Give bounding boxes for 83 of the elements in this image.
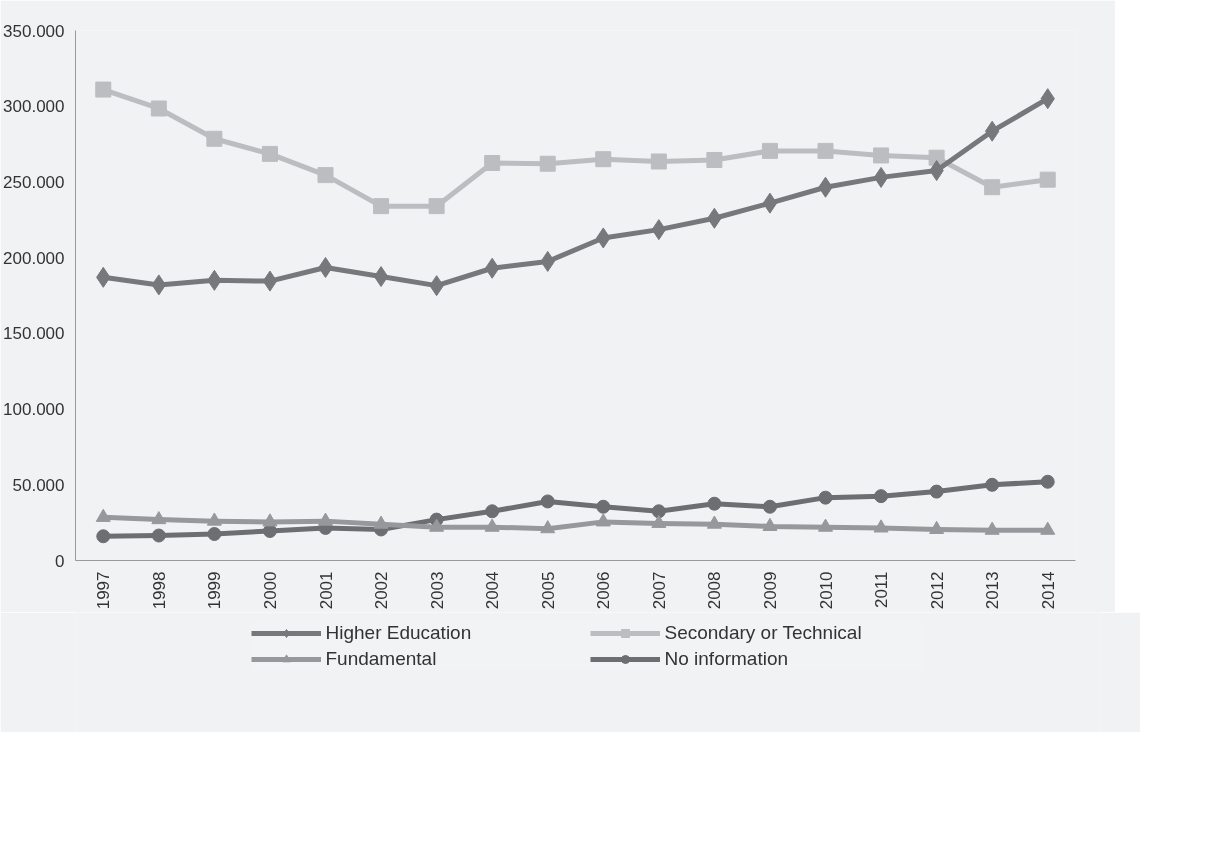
point	[706, 515, 722, 529]
point	[762, 499, 777, 514]
point	[373, 266, 389, 288]
point	[984, 521, 1000, 535]
point	[428, 198, 445, 215]
y-tick-label: 0	[55, 551, 65, 571]
point	[539, 155, 556, 172]
point	[206, 130, 223, 147]
point	[873, 166, 889, 188]
point	[96, 529, 111, 544]
y-tick-label: 100.000	[3, 400, 65, 420]
x-tick-label: 2012	[927, 571, 947, 610]
point	[873, 519, 889, 533]
point	[929, 520, 945, 534]
legend-label: Higher Education	[325, 622, 473, 644]
point	[1039, 171, 1056, 188]
point	[262, 270, 278, 292]
point	[650, 153, 667, 170]
point	[540, 494, 555, 509]
point	[317, 167, 334, 184]
point	[1040, 474, 1055, 489]
x-tick-label: 2008	[705, 571, 725, 610]
point	[373, 198, 390, 215]
x-tick-label: 2010	[816, 571, 836, 610]
legend-label: Secondary or Technical	[664, 622, 863, 644]
x-tick-label: 2004	[483, 571, 503, 610]
point	[318, 512, 333, 526]
point	[429, 518, 445, 532]
y-tick-label: 300.000	[3, 97, 65, 117]
x-tick-label: 1997	[94, 571, 114, 610]
point	[706, 151, 723, 168]
y-tick-label: 200.000	[3, 248, 65, 268]
y-tick-label: 150.000	[3, 324, 65, 344]
x-tick-label: 2001	[316, 571, 336, 610]
point	[985, 477, 1000, 492]
point	[485, 504, 500, 519]
point	[484, 155, 501, 171]
point	[596, 499, 611, 514]
point	[929, 484, 944, 499]
x-tick-label: 1999	[205, 571, 225, 610]
legend-label: No information	[664, 648, 790, 670]
x-tick-label: 2013	[983, 571, 1003, 610]
point	[95, 81, 112, 98]
point	[540, 520, 556, 534]
point	[1040, 521, 1056, 535]
legend-label: Fundamental	[325, 648, 438, 670]
point	[651, 504, 666, 519]
x-tick-label: 2000	[260, 571, 280, 610]
point	[595, 513, 611, 527]
x-tick-label: 2006	[594, 571, 614, 610]
point	[874, 489, 889, 504]
point	[707, 496, 722, 511]
point	[595, 151, 612, 168]
point	[818, 518, 833, 532]
y-tick-label: 50.000	[12, 475, 65, 495]
x-tick-label: 2011	[872, 571, 892, 609]
point	[762, 192, 778, 214]
point	[262, 513, 278, 527]
point	[150, 100, 167, 117]
point	[984, 179, 1001, 196]
x-tick-label: 2007	[649, 571, 669, 610]
x-tick-label: 2005	[538, 571, 558, 610]
x-tick-label: 2003	[427, 571, 447, 610]
y-tick-label: 250.000	[3, 172, 65, 192]
point	[817, 142, 834, 159]
x-tick-label: 2009	[760, 571, 780, 610]
y-tick-label: 350.000	[3, 21, 65, 41]
point	[206, 512, 222, 526]
x-tick-label: 2014	[1038, 571, 1058, 610]
point	[651, 514, 667, 528]
x-tick-label: 2002	[372, 571, 392, 610]
x-tick-label: 1998	[149, 571, 169, 610]
point	[484, 518, 500, 532]
point	[818, 490, 833, 505]
point	[762, 517, 778, 531]
point	[261, 145, 278, 162]
point	[151, 528, 166, 543]
point	[95, 508, 111, 522]
point	[151, 511, 167, 525]
point	[873, 147, 890, 164]
point	[207, 527, 222, 541]
point	[761, 142, 778, 159]
point	[373, 515, 389, 529]
